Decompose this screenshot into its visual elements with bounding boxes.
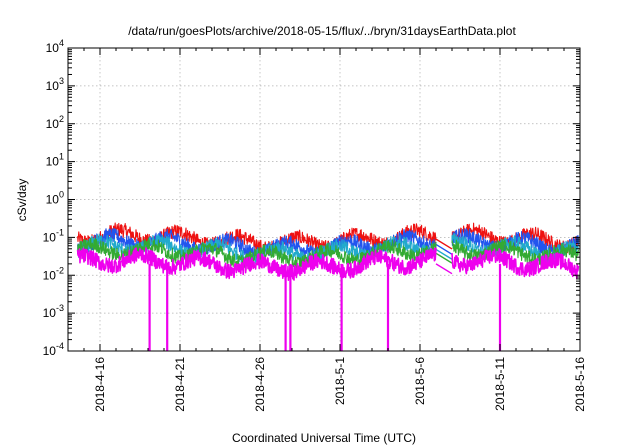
y-tick-labels: 10-4 10-3 10-2 10-1 100 101 102 103 104	[43, 38, 64, 358]
series-gap-bridge	[435, 248, 453, 260]
x-tick-label: 2018-4-26	[253, 357, 267, 412]
y-axis-title: cSv/day	[15, 179, 29, 222]
plot-frame	[67, 47, 581, 352]
x-axis-title: Coordinated Universal Time (UTC)	[232, 431, 416, 445]
series-gap-bridge	[435, 243, 453, 255]
series-layer	[76, 222, 580, 351]
x-tick-label: 2018-4-16	[93, 357, 107, 412]
grid	[68, 47, 581, 352]
x-tick-label: 2018-5-11	[493, 357, 507, 411]
y-tick-label: 103	[46, 76, 64, 93]
ticks	[67, 47, 581, 352]
x-tick-labels: 2018-4-16 2018-4-21 2018-4-26 2018-5-1 2018-…	[93, 357, 587, 412]
chart-title: /data/run/goesPlots/archive/2018-05-15/f…	[128, 24, 516, 38]
series-4	[76, 247, 580, 281]
y-tick-label: 10-4	[43, 341, 64, 358]
series-line	[76, 247, 580, 281]
y-tick-label: 101	[46, 152, 64, 169]
y-tick-label: 10-1	[43, 227, 64, 244]
series-gap-bridge	[435, 263, 453, 275]
series-gap-bridge	[435, 252, 453, 264]
series-gap-bridge	[435, 238, 453, 250]
x-tick-label: 2018-5-1	[333, 357, 347, 405]
x-tick-label: 2018-5-16	[573, 357, 587, 412]
x-tick-label: 2018-4-21	[173, 357, 187, 412]
y-tick-label: 100	[46, 190, 64, 207]
y-tick-label: 10-2	[43, 265, 64, 282]
y-tick-label: 102	[46, 114, 64, 131]
y-tick-label: 104	[46, 38, 64, 55]
x-tick-label: 2018-5-6	[413, 357, 427, 405]
y-tick-label: 10-3	[43, 303, 64, 320]
